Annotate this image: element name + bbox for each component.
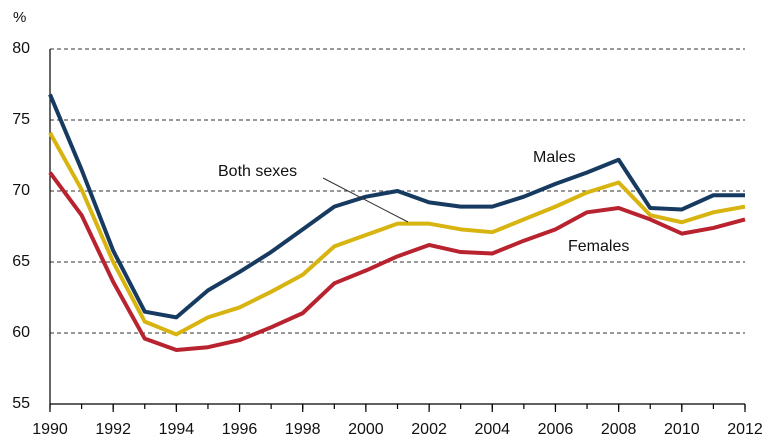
x-tick-label: 2010 [664, 421, 700, 438]
y-unit: % [13, 9, 26, 26]
series-label: Females [568, 238, 629, 255]
y-tick-label: 55 [12, 395, 30, 412]
x-tick-label: 2008 [601, 421, 637, 438]
series-label: Males [533, 149, 576, 166]
series-line [48, 171, 746, 353]
y-tick-label: 70 [12, 182, 30, 199]
x-tick-label: 1992 [95, 421, 131, 438]
series-line [48, 93, 745, 320]
x-tick-label: 2012 [727, 421, 763, 438]
x-tick-label: 1990 [32, 421, 68, 438]
x-tick-label: 2000 [348, 421, 384, 438]
y-tick-label: 65 [12, 253, 30, 270]
leader-line [322, 177, 409, 223]
series-line [48, 131, 746, 337]
y-tick-label: 75 [12, 111, 30, 128]
x-tick-label: 1994 [159, 421, 195, 438]
y-tick-label: 80 [12, 40, 30, 57]
x-tick-label: 2006 [538, 421, 574, 438]
series-label: Both sexes [218, 163, 297, 180]
x-tick-label: 1998 [285, 421, 321, 438]
x-tick-label: 2002 [411, 421, 447, 438]
x-tick-label: 2004 [474, 421, 510, 438]
x-tick-label: 1996 [222, 421, 258, 438]
y-tick-label: 60 [12, 324, 30, 341]
